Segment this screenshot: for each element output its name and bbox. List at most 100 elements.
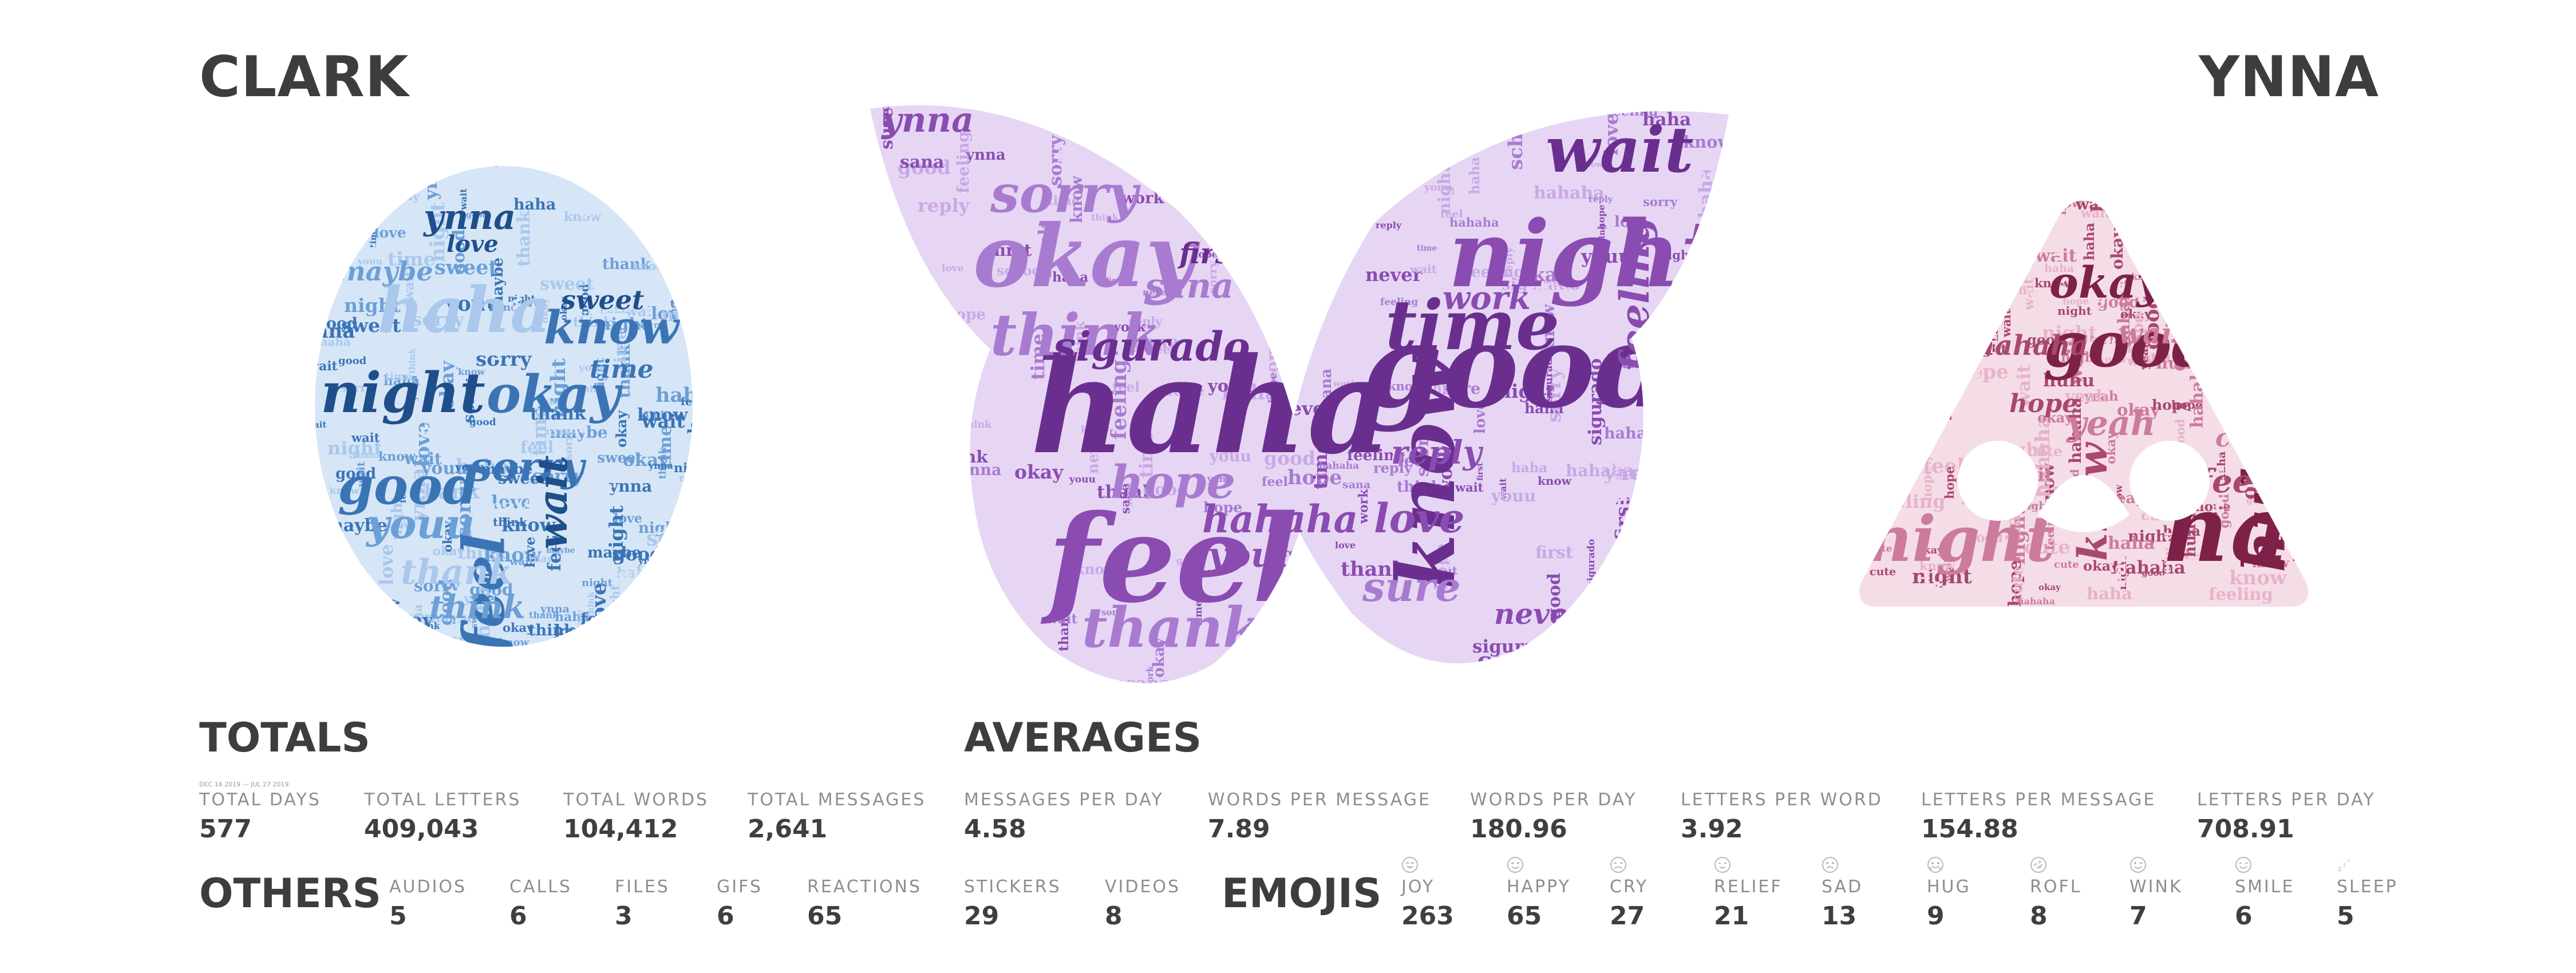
wordcloud-filler-word: feeling bbox=[2208, 584, 2273, 604]
wordcloud-filler-word: sorry bbox=[1101, 607, 1127, 618]
wordcloud-filler-word: sorry bbox=[693, 575, 730, 590]
wordcloud-filler-word: youu bbox=[1491, 486, 1536, 505]
stat-label: LETTERS PER WORD bbox=[1681, 790, 1883, 810]
wordcloud-filler-word: maybe bbox=[426, 609, 476, 626]
wordcloud-filler-word: first bbox=[989, 448, 1034, 472]
wordcloud-filler-word: sweet bbox=[560, 569, 600, 584]
wordcloud-filler-word: haha bbox=[887, 476, 933, 495]
stat-label: TOTAL DAYS bbox=[199, 790, 321, 810]
wordcloud-word: feeling bbox=[2196, 462, 2323, 500]
wordcloud-filler-word: haha bbox=[693, 245, 723, 258]
wordcloud-right-triangle: goodokayyeahfeelingnightnightwaitnightho… bbox=[1857, 198, 2313, 607]
wordcloud-filler-word: thank bbox=[514, 210, 534, 267]
wordcloud-filler-word: night bbox=[582, 577, 613, 589]
stat-label: GIFS bbox=[717, 877, 762, 897]
wordcloud-filler-word: time bbox=[1686, 532, 1703, 569]
stat-value: 65 bbox=[807, 901, 843, 931]
wordcloud-filler-word: maybe bbox=[587, 544, 641, 561]
wordcloud-filler-word: feel bbox=[1663, 292, 1697, 312]
stat-label: TOTAL WORDS bbox=[563, 790, 709, 810]
wordcloud-word: feel bbox=[1040, 488, 1298, 630]
wordcloud-filler-word: haha bbox=[600, 304, 629, 316]
stat-value: 9 bbox=[1927, 901, 1945, 931]
stat-words-per-day: WORDS PER DAY 180.96 bbox=[1470, 790, 1637, 844]
wordcloud-filler-word: hahaha bbox=[2180, 285, 2254, 306]
wordcloud-filler-word: love bbox=[1724, 260, 1744, 299]
wordcloud-filler-word: haha bbox=[2312, 576, 2347, 591]
wordcloud-filler-word: youu bbox=[455, 461, 485, 473]
wordcloud-filler-word: think bbox=[1397, 478, 1442, 496]
wordcloud-filler-word: yeah bbox=[2215, 536, 2251, 553]
wordcloud-filler-word: know bbox=[2253, 299, 2313, 322]
wordcloud-filler-word: wait bbox=[1455, 480, 1484, 495]
wordcloud-filler-word: sana bbox=[1480, 508, 1504, 560]
wordcloud-filler-word: sweet bbox=[631, 608, 645, 646]
stat-label: WORDS PER MESSAGE bbox=[1208, 790, 1431, 810]
wordcloud-filler-word: sana bbox=[1126, 674, 1171, 694]
stat-label: HUG bbox=[1927, 877, 1971, 897]
wordcloud-filler-word: thank bbox=[449, 583, 468, 636]
wordcloud-filler-word: hahaha bbox=[2221, 391, 2275, 407]
wordcloud-filler-word: good bbox=[1952, 334, 1966, 365]
wordcloud-filler-word: night bbox=[2128, 528, 2174, 545]
totals-title: TOTALS bbox=[199, 714, 370, 761]
wordcloud-filler-word: good bbox=[2296, 195, 2333, 212]
wordcloud-filler-word: youu bbox=[319, 590, 339, 637]
wordcloud-filler-word: youu bbox=[578, 362, 607, 374]
svg-text:z: z bbox=[2338, 865, 2341, 873]
wordcloud-word: maybe bbox=[338, 256, 433, 287]
wordcloud-filler-word: school bbox=[1621, 606, 1640, 664]
wordcloud-word: ynna bbox=[422, 197, 516, 238]
triangle-cutout-holes bbox=[1958, 441, 2210, 532]
wordcloud-filler-word: feeling bbox=[1857, 236, 1895, 247]
wordcloud-filler-word: night bbox=[674, 461, 712, 476]
wordcloud-word: love bbox=[447, 231, 499, 258]
wordcloud-filler-word: okay bbox=[2120, 307, 2152, 321]
wordcloud-filler-word: sorry bbox=[968, 485, 1002, 499]
stat-value: 13 bbox=[1822, 901, 1857, 931]
wordcloud-filler-word: night bbox=[2259, 408, 2288, 420]
wordcloud-filler-word: good bbox=[2217, 494, 2232, 528]
wordcloud-filler-word: know bbox=[1579, 160, 1603, 169]
stat-label: LETTERS PER MESSAGE bbox=[1921, 790, 2156, 810]
wordcloud-filler-word: love bbox=[512, 294, 543, 310]
wordcloud-filler-word: hope bbox=[1596, 204, 1607, 230]
wordcloud-filler-word: night bbox=[985, 326, 1008, 383]
wordcloud-filler-word: hope bbox=[2069, 343, 2119, 365]
wordcloud-filler-word: thank bbox=[614, 344, 634, 398]
wordcloud-filler-word: okay bbox=[338, 191, 348, 214]
stat-value: 409,043 bbox=[364, 814, 479, 844]
wordcloud-filler-word: haha bbox=[555, 610, 590, 624]
stat-label: SAD bbox=[1822, 877, 1863, 897]
wordcloud-filler-word: sure bbox=[1266, 610, 1313, 632]
wordcloud-filler-word: thank bbox=[414, 480, 480, 504]
wordcloud-filler-word: sana bbox=[869, 573, 886, 611]
wordcloud-filler-word: night bbox=[327, 437, 382, 459]
wordcloud-filler-word: okay bbox=[2104, 431, 2119, 464]
wordcloud-filler-word: haha bbox=[340, 619, 394, 642]
wordcloud-filler-word: yeah bbox=[1923, 341, 1968, 361]
wordcloud-filler-word: wait bbox=[2127, 354, 2158, 369]
stat-value: 65 bbox=[1507, 901, 1542, 931]
wordcloud-filler-word: know bbox=[458, 366, 485, 377]
wordcloud-filler-word: haha bbox=[2159, 198, 2210, 220]
wordcloud-filler-word: haha bbox=[1222, 381, 1278, 405]
wordcloud-filler-word: good bbox=[2027, 331, 2065, 348]
wordcloud-filler-word: ynna bbox=[1057, 379, 1084, 390]
wordcloud-filler-word: ynna bbox=[536, 328, 557, 376]
wordcloud-filler-word: sweet bbox=[498, 470, 547, 488]
stat-audios: AUDIOS 5 bbox=[389, 877, 467, 931]
wordcloud-filler-word: never bbox=[1348, 244, 1357, 270]
wordcloud-filler-word: night bbox=[2061, 350, 2100, 365]
wordcloud-filler-word: maybe bbox=[471, 303, 512, 317]
wordcloud-filler-word: huhu bbox=[1930, 307, 1980, 327]
wordcloud-filler-word: hahaha bbox=[2257, 163, 2269, 205]
wordcloud-filler-word: feeling bbox=[1914, 205, 1961, 219]
wordcloud-filler-word: yeah bbox=[2084, 389, 2119, 404]
wordcloud-filler-word: first bbox=[1623, 446, 1654, 462]
wordcloud-filler-word: wait bbox=[1430, 564, 1458, 578]
wordcloud-filler-word: thank bbox=[709, 213, 762, 232]
wordcloud-word: sigurado bbox=[1053, 323, 1250, 370]
wordcloud-filler-word: haha bbox=[2087, 584, 2132, 603]
wordcloud-filler-word: yeah bbox=[2137, 340, 2151, 370]
